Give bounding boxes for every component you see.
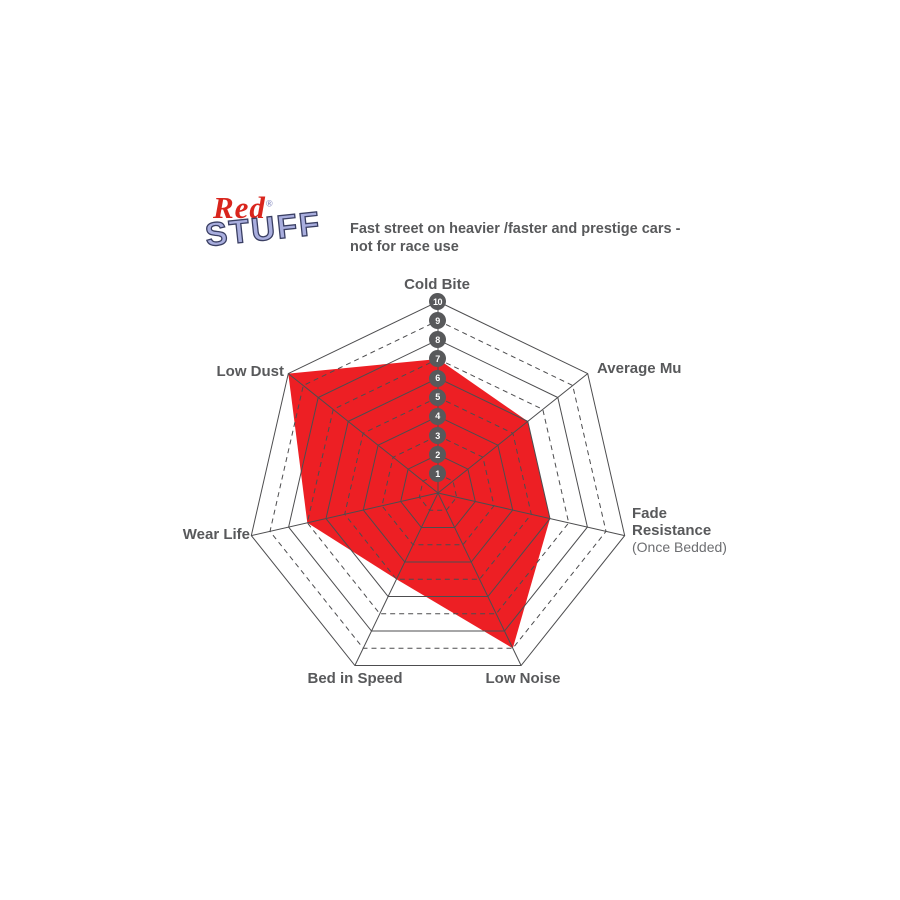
radar-series-polygon [288,359,550,649]
axis-label-wear-life: Wear Life [182,526,250,543]
grid-ring-solid [400,454,476,528]
axis-label-bed-in-speed: Bed in Speed [307,670,403,687]
grid-spoke [251,492,439,537]
registered-trademark-icon: ® [265,198,274,209]
grid-spoke [437,373,589,494]
grid-spoke [287,373,439,494]
logo-red-text: Red® [213,192,325,223]
grid-ring-dashed [306,358,570,615]
axis-label-low-noise: Low Noise [485,670,561,687]
axis-label-fade-resistance: Fade Resistance (Once Bedded) [632,505,727,556]
scale-badge-7: 7 [429,350,446,368]
axis-label-fade-resistance-sub: (Once Bedded) [632,539,727,555]
grid-ring-dashed [418,473,458,511]
scale-badge-2: 2 [429,446,446,464]
grid-ring-solid [250,300,626,666]
grid-spoke [437,492,625,537]
grid-spoke [437,492,522,666]
scale-badge-6: 6 [429,369,446,387]
description-line-2: not for race use [350,239,459,255]
axis-label-low-dust: Low Dust [216,363,285,380]
product-description: Fast street on heavier /faster and prest… [350,220,680,256]
axis-label-cold-bite: Cold Bite [404,276,470,293]
logo-stuff-text: STUFF [203,204,324,254]
scale-badge-10: 10 [429,293,446,310]
redstuff-logo: Red® STUFF [203,192,325,272]
description-line-1: Fast street on heavier /faster and prest… [350,221,681,237]
scale-badge-9: 9 [429,312,446,330]
grid-ring-solid [362,415,514,563]
scale-badge-3: 3 [429,427,446,445]
axis-label-fade-resistance-main: Fade Resistance [632,505,712,539]
grid-ring-dashed [344,396,532,580]
scale-badge-4: 4 [429,407,446,425]
grid-ring-solid [325,377,551,597]
axis-label-average-mu: Average Mu [597,360,682,377]
scale-badge-1: 1 [429,465,446,483]
grid-ring-solid [288,339,588,632]
grid-ring-dashed [381,435,495,546]
logo-word-red: Red [213,190,266,225]
scale-badge-5: 5 [429,388,446,406]
grid-spoke [354,492,439,666]
scale-badge-8: 8 [429,331,446,349]
grid-ring-dashed [269,320,607,649]
